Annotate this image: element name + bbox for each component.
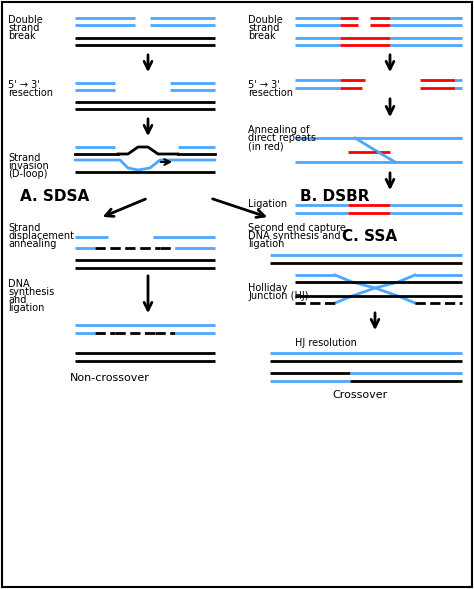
Text: (D-loop): (D-loop)	[8, 169, 47, 179]
Text: and: and	[8, 295, 27, 305]
Text: break: break	[8, 31, 36, 41]
Text: Second end capture,: Second end capture,	[248, 223, 349, 233]
Text: direct repeats: direct repeats	[248, 133, 316, 143]
Text: resection: resection	[248, 88, 293, 98]
Text: C. SSA: C. SSA	[342, 229, 398, 243]
Text: 5' → 3': 5' → 3'	[248, 80, 280, 90]
Text: Strand: Strand	[8, 153, 40, 163]
Text: HJ resolution: HJ resolution	[295, 338, 357, 348]
Text: strand: strand	[248, 23, 279, 33]
Text: Double: Double	[248, 15, 283, 25]
Text: (in red): (in red)	[248, 141, 283, 151]
Text: A. SDSA: A. SDSA	[20, 188, 90, 204]
Text: DNA synthesis and: DNA synthesis and	[248, 231, 340, 241]
Text: displacement: displacement	[8, 231, 74, 241]
Text: ligation: ligation	[248, 239, 284, 249]
Text: Strand: Strand	[8, 223, 40, 233]
Text: Non-crossover: Non-crossover	[70, 373, 150, 383]
Text: Ligation: Ligation	[248, 199, 287, 209]
Text: strand: strand	[8, 23, 39, 33]
Text: 5' → 3': 5' → 3'	[8, 80, 40, 90]
Text: resection: resection	[8, 88, 53, 98]
Text: Crossover: Crossover	[332, 390, 388, 400]
Text: B. DSBR: B. DSBR	[300, 188, 370, 204]
Text: Junction (HJ): Junction (HJ)	[248, 291, 309, 301]
Text: break: break	[248, 31, 275, 41]
Text: synthesis: synthesis	[8, 287, 54, 297]
Text: Annealing of: Annealing of	[248, 125, 310, 135]
Text: ligation: ligation	[8, 303, 45, 313]
Text: invasion: invasion	[8, 161, 49, 171]
Text: Holliday: Holliday	[248, 283, 287, 293]
Text: DNA: DNA	[8, 279, 30, 289]
Text: annealing: annealing	[8, 239, 56, 249]
Text: Double: Double	[8, 15, 43, 25]
